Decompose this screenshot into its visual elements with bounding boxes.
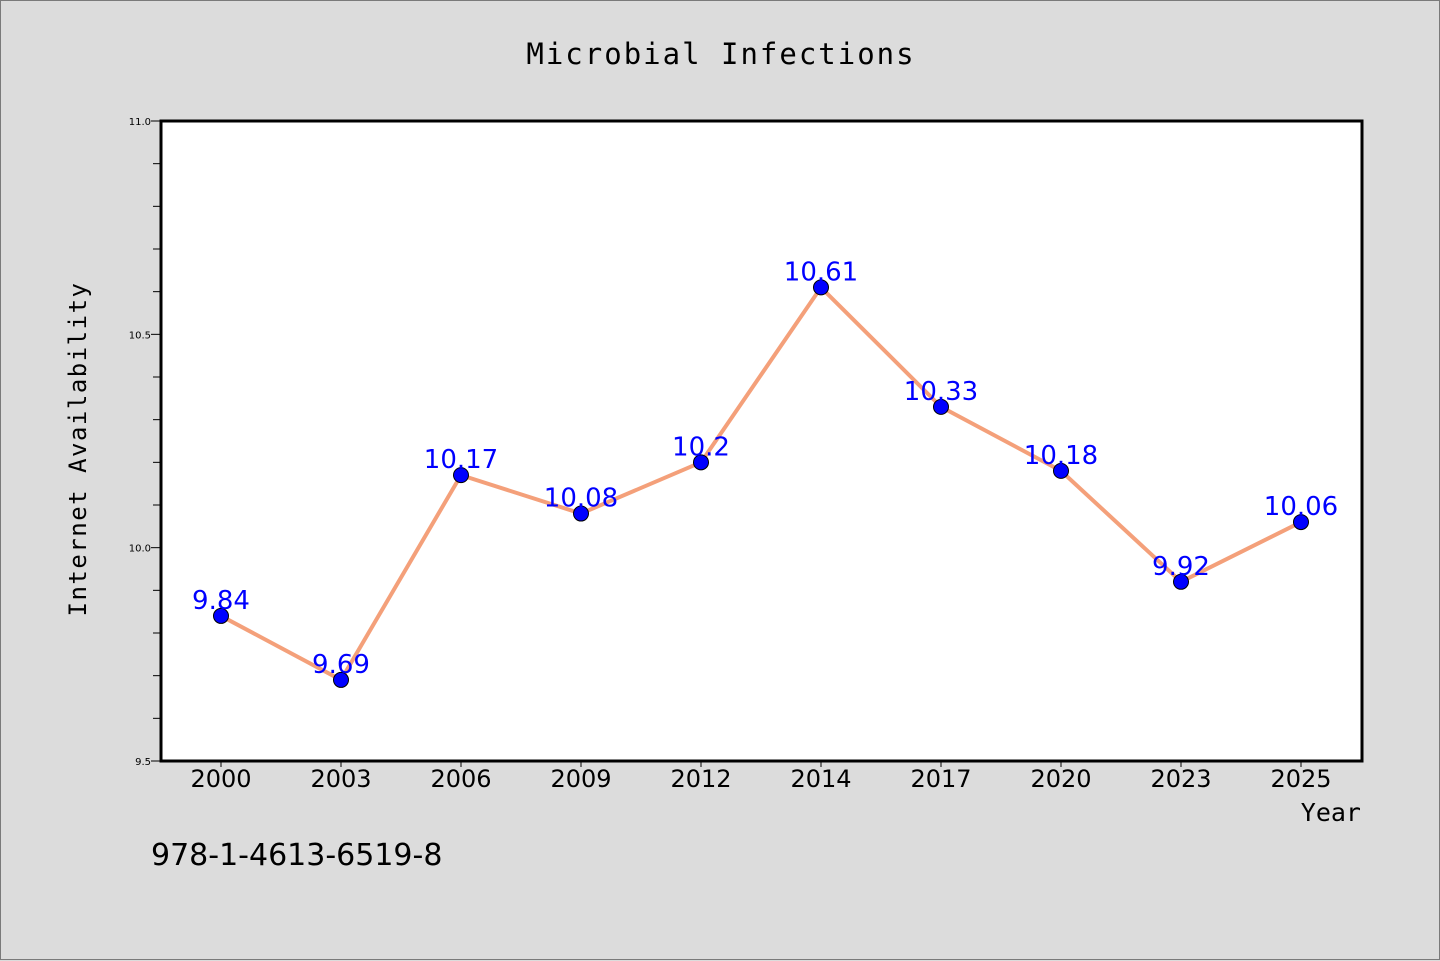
x-tick-label: 2009 <box>550 765 611 793</box>
x-tick-label: 2003 <box>310 765 371 793</box>
data-point <box>1173 573 1189 590</box>
data-label: 10.06 <box>1264 492 1338 522</box>
x-tick-label: 2012 <box>670 765 731 793</box>
x-tick-label: 2000 <box>190 765 251 793</box>
y-tick-label: 11.0 <box>129 117 151 128</box>
data-label: 9.69 <box>312 650 370 680</box>
data-labels-group: 9.84 9.69 10.17 10.08 10.2 10.61 10.33 10.18 9.9… <box>192 257 1338 680</box>
data-point <box>693 454 709 471</box>
data-point <box>1293 514 1309 531</box>
series-line <box>220 285 1302 682</box>
chart-title: Microbial Infections <box>526 37 915 71</box>
data-label: 10.2 <box>672 432 730 462</box>
data-label: 10.08 <box>544 484 618 514</box>
data-label: 10.18 <box>1024 441 1098 471</box>
x-tick-label: 2023 <box>1150 765 1211 793</box>
data-point <box>813 279 829 296</box>
data-point <box>453 467 469 484</box>
y-tick-label: 10.5 <box>129 330 151 341</box>
y-tick-label: 9.5 <box>135 757 151 768</box>
series-group <box>213 279 1309 688</box>
x-axis: 2000 2003 2006 2009 2012 2014 2017 2020 2023 2025 <box>190 761 1332 793</box>
plot-area <box>159 119 1364 763</box>
x-tick-label: 2006 <box>430 765 491 793</box>
data-point <box>1053 462 1069 479</box>
data-label: 10.17 <box>424 445 498 475</box>
y-axis-label: Internet Availability <box>64 282 92 617</box>
y-axis: 9.5 10.0 10.5 11.0 <box>129 117 161 768</box>
x-tick-label: 2025 <box>1270 765 1331 793</box>
data-point <box>213 607 229 624</box>
data-point <box>333 671 349 688</box>
x-axis-label: Year <box>1301 798 1361 827</box>
footer-code: 978-1-4613-6519-8 <box>151 838 442 873</box>
data-label: 10.61 <box>784 257 858 287</box>
data-point <box>573 505 589 522</box>
data-label: 10.33 <box>904 377 978 407</box>
x-tick-label: 2020 <box>1030 765 1091 793</box>
data-label: 9.84 <box>192 586 250 616</box>
y-tick-label: 10.0 <box>129 544 151 555</box>
x-tick-label: 2017 <box>910 765 971 793</box>
x-tick-label: 2014 <box>790 765 851 793</box>
data-point <box>933 398 949 415</box>
data-label: 9.92 <box>1152 552 1210 582</box>
